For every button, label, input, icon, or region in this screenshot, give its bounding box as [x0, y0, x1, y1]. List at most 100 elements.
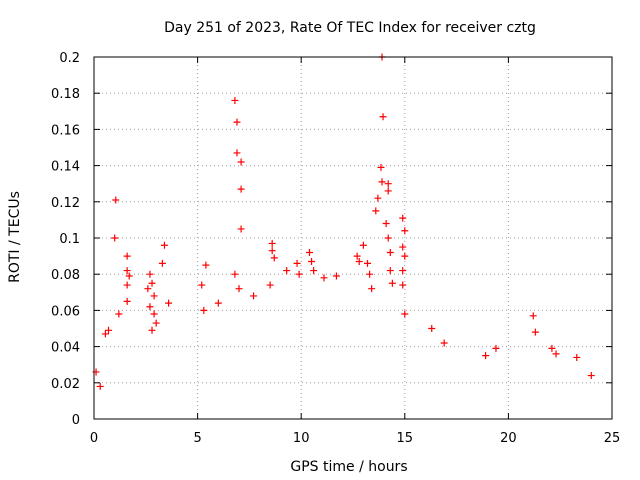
y-tick-label: 0.14 — [51, 160, 80, 175]
y-tick-label: 0.1 — [59, 232, 80, 247]
data-point — [377, 163, 385, 171]
data-point — [144, 285, 152, 293]
data-point — [320, 274, 328, 282]
data-point — [428, 325, 436, 332]
data-point — [355, 258, 363, 266]
data-point — [379, 113, 387, 121]
data-point — [115, 310, 123, 318]
data-point — [368, 285, 376, 293]
data-point — [293, 259, 301, 267]
data-point — [492, 344, 500, 352]
chart-title: Day 251 of 2023, Rate Of TEC Index for r… — [164, 20, 536, 36]
data-point — [308, 258, 316, 266]
data-point — [382, 220, 390, 228]
data-point — [268, 247, 276, 255]
data-point — [353, 252, 361, 260]
data-point — [160, 241, 168, 249]
y-axis-label: ROTI / TECUs — [7, 191, 23, 283]
axis-ticks: 0 5 10 15 20 25 0 0.02 0.04 0.06 0.08 0.1 0.12 0.14 0.… — [51, 51, 620, 446]
data-point — [101, 330, 109, 338]
data-point — [310, 267, 318, 275]
data-point — [235, 285, 243, 293]
data-point — [231, 270, 239, 278]
data-point — [384, 234, 392, 242]
data-point — [112, 196, 120, 204]
data-point — [148, 279, 156, 287]
data-point — [200, 306, 208, 314]
y-tick-label: 0.12 — [51, 196, 80, 211]
x-tick-label: 5 — [193, 431, 201, 446]
data-point — [237, 225, 245, 233]
data-point — [146, 270, 154, 278]
data-point — [270, 254, 278, 262]
data-point — [237, 158, 245, 166]
data-point — [378, 178, 386, 186]
data-point — [233, 149, 241, 157]
data-point — [283, 267, 291, 275]
data-point — [150, 310, 158, 318]
data-point — [305, 248, 313, 256]
data-point — [399, 267, 407, 275]
data-point — [482, 352, 490, 360]
x-tick-label: 25 — [604, 431, 621, 446]
data-point — [233, 118, 241, 126]
data-point — [399, 214, 407, 222]
data-point — [123, 252, 131, 260]
data-point — [364, 259, 372, 267]
y-tick-label: 0.08 — [51, 268, 80, 283]
data-point — [573, 353, 581, 361]
data-point — [384, 180, 392, 188]
data-point — [529, 312, 537, 320]
data-point — [146, 303, 154, 311]
data-point — [399, 281, 407, 289]
data-point — [202, 261, 210, 269]
data-point — [158, 259, 166, 267]
data-point — [552, 350, 560, 358]
y-tick-label: 0.06 — [51, 304, 80, 319]
data-point — [111, 234, 119, 242]
x-tick-label: 10 — [293, 431, 310, 446]
x-tick-label: 15 — [397, 431, 414, 446]
data-point — [295, 270, 303, 278]
y-tick-label: 0.04 — [51, 341, 80, 356]
data-points — [92, 53, 595, 390]
y-tick-label: 0.2 — [59, 51, 80, 66]
data-point — [123, 297, 131, 305]
data-point — [384, 187, 392, 195]
data-point — [359, 241, 367, 249]
data-point — [386, 267, 394, 275]
data-point — [125, 272, 133, 280]
x-axis-label: GPS time / hours — [290, 459, 407, 475]
data-point — [587, 372, 595, 380]
y-tick-label: 0.18 — [51, 87, 80, 102]
x-tick-label: 20 — [500, 431, 517, 446]
data-point — [366, 270, 374, 278]
grid-lines — [94, 57, 612, 419]
data-point — [231, 96, 239, 104]
y-tick-label: 0 — [72, 413, 80, 428]
data-point — [548, 344, 556, 352]
data-point — [237, 185, 245, 193]
data-point — [123, 267, 131, 275]
data-point — [198, 281, 206, 289]
y-tick-label: 0.02 — [51, 377, 80, 392]
data-point — [531, 328, 539, 336]
data-point — [399, 243, 407, 251]
data-point — [386, 248, 394, 256]
data-point — [266, 281, 274, 289]
data-point — [332, 272, 340, 280]
data-point — [268, 239, 276, 247]
data-point — [152, 319, 160, 327]
data-point — [105, 326, 113, 334]
data-point — [148, 326, 156, 334]
data-point — [401, 252, 409, 260]
data-point — [440, 339, 448, 347]
data-point — [374, 194, 382, 202]
y-tick-label: 0.16 — [51, 123, 80, 138]
data-point — [250, 292, 258, 300]
data-point — [401, 227, 409, 235]
data-point — [123, 281, 131, 289]
data-point — [96, 382, 104, 390]
data-point — [150, 292, 158, 300]
